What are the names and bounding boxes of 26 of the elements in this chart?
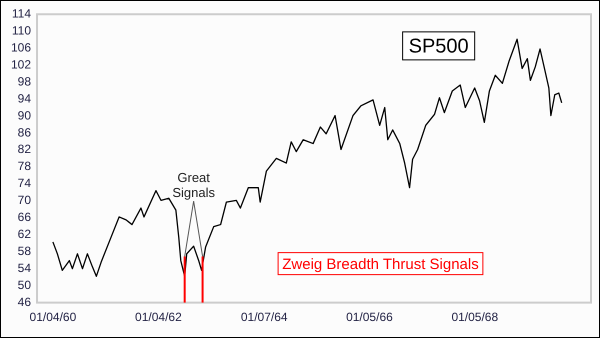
x-tick-label: 01/04/60 xyxy=(30,310,77,324)
y-tick-label: 62 xyxy=(18,227,32,242)
y-tick-label: 46 xyxy=(18,294,32,309)
y-tick-label: 78 xyxy=(18,159,32,174)
annotation: Great Signals xyxy=(172,170,216,200)
x-tick-label: 01/04/62 xyxy=(135,310,182,324)
y-tick-label: 102 xyxy=(10,57,32,72)
y-tick-label: 70 xyxy=(18,193,32,208)
y-tick-label: 74 xyxy=(18,176,32,190)
y-tick-label: 86 xyxy=(18,125,32,140)
y-tick-label: 82 xyxy=(18,142,32,156)
y-tick-label: 54 xyxy=(18,260,32,275)
y-tick-label: 110 xyxy=(12,23,32,38)
text: SP500 xyxy=(408,35,469,58)
y-tick-label: 114 xyxy=(12,6,32,21)
y-tick-label: 98 xyxy=(18,74,32,88)
y-tick-label: 66 xyxy=(18,210,32,224)
annotation: Zweig Breadth Thrust Signals xyxy=(282,256,479,273)
x-tick-label: 01/05/66 xyxy=(346,310,394,324)
y-tick-label: 94 xyxy=(18,91,32,106)
x-tick-label: 01/07/64 xyxy=(240,310,288,324)
x-tick-label: 01/05/68 xyxy=(451,310,498,324)
y-tick-label: 106 xyxy=(10,40,32,54)
y-tick-label: 90 xyxy=(18,108,32,122)
y-tick-label: 58 xyxy=(18,244,32,258)
y-tick-label: 50 xyxy=(18,278,32,292)
